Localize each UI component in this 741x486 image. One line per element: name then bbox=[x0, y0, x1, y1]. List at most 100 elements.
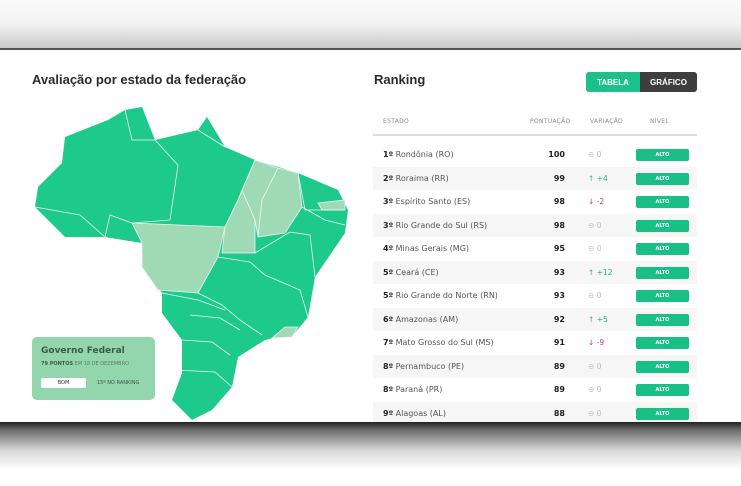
score: 100 bbox=[548, 150, 565, 159]
state-name: 9º Alagoas (AL) bbox=[383, 409, 446, 418]
state: Alagoas (AL) bbox=[395, 408, 446, 418]
table-row[interactable]: 7º Mato Grosso do Sul (MS) 91 ↓ -9 ALTO bbox=[373, 331, 697, 355]
ranking-title: Ranking bbox=[374, 72, 426, 87]
brazil-map[interactable] bbox=[0, 50, 370, 422]
arrow-down-icon: ↓ bbox=[588, 197, 595, 206]
rank: 1º bbox=[383, 150, 394, 159]
variation: ↑ +5 bbox=[588, 315, 608, 324]
rank: 5º bbox=[383, 291, 394, 300]
variation-value: 0 bbox=[596, 244, 602, 253]
chart-tab[interactable]: GRÁFICO bbox=[640, 72, 697, 92]
variation-value: +12 bbox=[596, 267, 613, 277]
level-badge: ALTO bbox=[636, 360, 689, 373]
table-row[interactable]: 5º Rio Grande do Norte (RN) 93 ⊖ 0 ALTO bbox=[373, 284, 697, 308]
state: Rio Grande do Sul (RS) bbox=[395, 220, 488, 230]
score: 95 bbox=[553, 244, 565, 253]
variation-value: 0 bbox=[596, 385, 602, 394]
neutral-icon: ⊖ bbox=[588, 244, 595, 253]
col-level[interactable]: NÍVEL bbox=[650, 118, 669, 125]
level-badge: ALTO bbox=[636, 243, 689, 255]
state: Rio Grande do Norte (RN) bbox=[395, 291, 498, 300]
variation-value: -9 bbox=[596, 338, 605, 347]
col-variation[interactable]: VARIAÇÃO bbox=[590, 118, 624, 125]
state-mt[interactable] bbox=[131, 222, 226, 294]
legend-points: 79 PONTOS bbox=[41, 361, 74, 367]
state: Ceará (CE) bbox=[395, 267, 439, 277]
bottom-shadow bbox=[0, 422, 741, 486]
variation-value: +4 bbox=[596, 173, 608, 183]
top-shadow bbox=[0, 0, 741, 50]
state: Roraima (RR) bbox=[395, 173, 449, 183]
state-name: 8º Pernambuco (PE) bbox=[383, 362, 464, 371]
level-badge: ALTO bbox=[636, 149, 689, 161]
variation-value: 0 bbox=[596, 220, 602, 230]
score: 91 bbox=[553, 338, 565, 347]
score: 93 bbox=[553, 267, 565, 277]
score: 89 bbox=[553, 385, 565, 394]
table-tab[interactable]: TABELA bbox=[586, 72, 640, 92]
dashboard-panel: Avaliação por estado da federação bbox=[0, 50, 741, 422]
neutral-icon: ⊖ bbox=[588, 385, 595, 394]
variation-value: 0 bbox=[596, 408, 602, 418]
score: 99 bbox=[553, 173, 565, 183]
state-name: 1º Rondônia (RO) bbox=[383, 150, 454, 159]
table-row[interactable]: 6º Amazonas (AM) 92 ↑ +5 ALTO bbox=[373, 307, 697, 331]
table-row[interactable]: 1º Rondônia (RO) 100 ⊖ 0 ALTO bbox=[373, 143, 697, 167]
variation-value: 0 bbox=[596, 361, 602, 371]
rank: 6º bbox=[383, 314, 394, 324]
score: 98 bbox=[553, 220, 565, 230]
state: Rondônia (RO) bbox=[395, 150, 454, 159]
view-toggle: TABELA GRÁFICO bbox=[586, 72, 697, 92]
table-row[interactable]: 2º Roraima (RR) 99 ↑ +4 ALTO bbox=[373, 166, 697, 190]
state-name: 3º Espírito Santo (ES) bbox=[383, 197, 470, 206]
neutral-icon: ⊖ bbox=[588, 408, 595, 418]
score: 98 bbox=[553, 197, 565, 206]
level-badge: ALTO bbox=[636, 313, 689, 326]
table-row[interactable]: 9º Alagoas (AL) 88 ⊖ 0 ALTO bbox=[373, 401, 697, 422]
state-name: 2º Roraima (RR) bbox=[383, 174, 449, 183]
table-row[interactable]: 5º Ceará (CE) 93 ↑ +12 ALTO bbox=[373, 260, 697, 284]
score: 93 bbox=[553, 291, 565, 300]
variation: ↓ -9 bbox=[588, 338, 604, 347]
state-name: 7º Mato Grosso do Sul (MS) bbox=[383, 338, 494, 347]
arrow-up-icon: ↑ bbox=[588, 314, 595, 324]
neutral-icon: ⊖ bbox=[588, 220, 595, 230]
neutral-icon: ⊖ bbox=[588, 291, 595, 300]
legend-title: Governo Federal bbox=[41, 346, 125, 356]
state-name: 3º Rio Grande do Sul (RS) bbox=[383, 221, 487, 230]
legend-level-badge: BOM bbox=[41, 378, 86, 388]
table-row[interactable]: 3º Espírito Santo (ES) 98 ↓ -2 ALTO bbox=[373, 190, 697, 214]
rank: 3º bbox=[383, 197, 394, 206]
variation-value: -2 bbox=[596, 197, 605, 206]
variation: ↑ +4 bbox=[588, 174, 608, 183]
state: Mato Grosso do Sul (MS) bbox=[395, 338, 494, 347]
state: Espírito Santo (ES) bbox=[395, 197, 471, 206]
level-badge: ALTO bbox=[636, 407, 689, 420]
level-badge: ALTO bbox=[636, 384, 689, 396]
col-state[interactable]: ESTADO bbox=[383, 118, 410, 125]
variation: ⊖ 0 bbox=[588, 291, 601, 300]
table-header: ESTADO PONTUAÇÃO VARIAÇÃO NÍVEL bbox=[373, 114, 697, 136]
state-rj[interactable] bbox=[270, 326, 299, 339]
level-badge: ALTO bbox=[636, 219, 689, 232]
legend-subtitle: 79 PONTOS EM 18 DE DEZEMBRO bbox=[41, 361, 129, 367]
variation: ⊖ 0 bbox=[588, 244, 601, 253]
arrow-down-icon: ↓ bbox=[588, 338, 595, 347]
variation-value: +5 bbox=[596, 314, 608, 324]
col-score[interactable]: PONTUAÇÃO bbox=[530, 118, 571, 125]
state-borders bbox=[34, 109, 346, 388]
federal-government-card: Governo Federal 79 PONTOS EM 18 DE DEZEM… bbox=[32, 337, 155, 400]
rank: 8º bbox=[383, 361, 394, 371]
level-badge: ALTO bbox=[636, 337, 689, 349]
table-row[interactable]: 8º Pernambuco (PE) 89 ⊖ 0 ALTO bbox=[373, 354, 697, 378]
variation: ⊖ 0 bbox=[588, 409, 601, 418]
state: Pernambuco (PE) bbox=[395, 361, 465, 371]
level-badge: ALTO bbox=[636, 266, 689, 279]
table-row[interactable]: 8º Paraná (PR) 89 ⊖ 0 ALTO bbox=[373, 378, 697, 402]
state-name: 5º Rio Grande do Norte (RN) bbox=[383, 291, 498, 300]
table-row[interactable]: 3º Rio Grande do Sul (RS) 98 ⊖ 0 ALTO bbox=[373, 213, 697, 237]
table-row[interactable]: 4º Minas Gerais (MG) 95 ⊖ 0 ALTO bbox=[373, 237, 697, 261]
state: Amazonas (AM) bbox=[395, 314, 459, 324]
rank: 4º bbox=[383, 244, 394, 253]
rank: 8º bbox=[383, 385, 394, 394]
